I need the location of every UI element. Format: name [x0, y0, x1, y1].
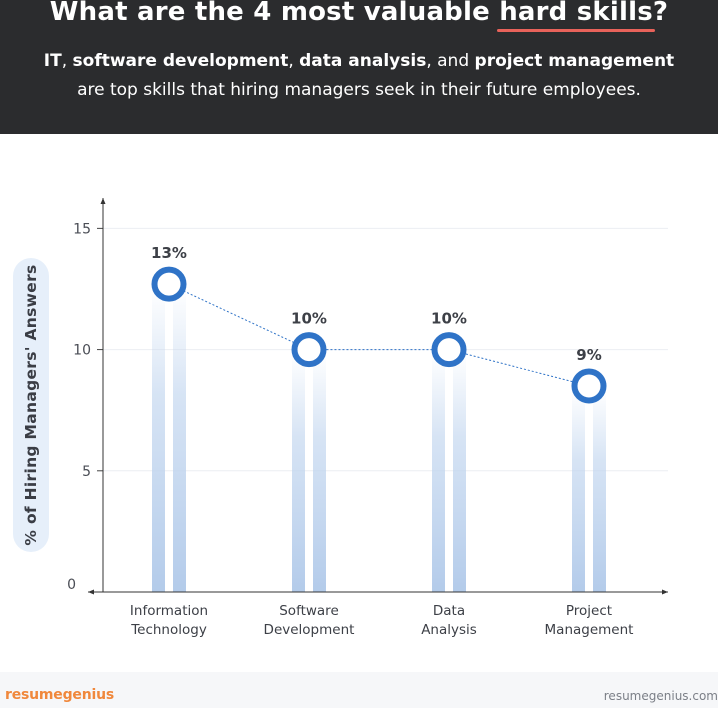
data-point: [571, 368, 607, 404]
data-point: [431, 332, 467, 368]
y-tick-label: 10: [73, 343, 91, 359]
y-tick-label: 15: [73, 221, 91, 237]
bar-left: [432, 353, 445, 592]
data-label: 13%: [151, 244, 187, 262]
bar-right: [173, 288, 186, 592]
line-chart: 0 5 10 15 13% 10% 10% 9% Information Technology So…: [67, 198, 668, 638]
x-tick-label: Project Management: [545, 603, 634, 638]
series-line: [168, 283, 590, 387]
x-axis-arrow-right: [662, 589, 668, 595]
footer: resumegenius resumegenius.com: [0, 672, 718, 708]
y-axis-label-background: [13, 258, 49, 552]
x-axis-arrow-left: [88, 589, 94, 595]
brand-logo[interactable]: resumegenius: [5, 687, 114, 703]
title-highlight: hard skills: [497, 0, 655, 32]
y-axis-arrow: [100, 198, 106, 204]
data-point: [151, 266, 187, 302]
bar-left: [152, 288, 165, 592]
x-tick-label: Data Analysis: [421, 603, 477, 638]
data-label: 10%: [291, 310, 327, 328]
page-subtitle: IT, software development, data analysis,…: [43, 51, 675, 100]
bar-right: [453, 353, 466, 592]
x-tick-label: Information Technology: [130, 603, 208, 638]
bar-right: [313, 353, 326, 592]
x-tick-label: Software Development: [264, 603, 355, 638]
data-label: 9%: [576, 346, 601, 364]
data-label: 10%: [431, 310, 467, 328]
y-tick-label: 0: [67, 577, 76, 593]
header-banner: What are the 4 most valuable hard skills…: [0, 0, 718, 134]
site-url[interactable]: resumegenius.com: [603, 689, 718, 703]
bar-left: [572, 389, 585, 592]
bar-left: [292, 353, 305, 592]
bar-right: [593, 389, 606, 592]
page-title: What are the 4 most valuable hard skills…: [0, 0, 718, 32]
data-point: [291, 332, 327, 368]
y-tick-label: 5: [82, 464, 91, 480]
